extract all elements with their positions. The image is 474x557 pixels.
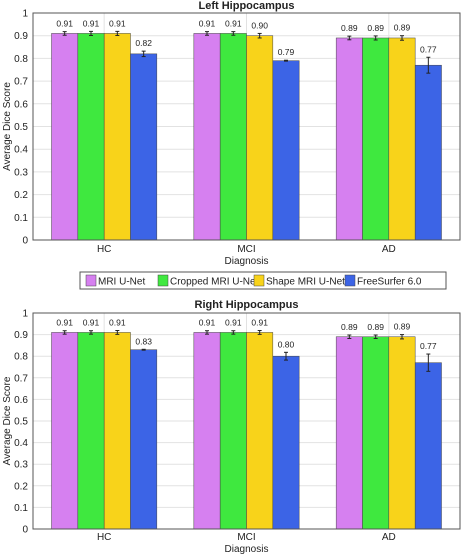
y-tick-label: 0	[22, 236, 28, 247]
y-tick-label: 0.7	[14, 77, 28, 88]
chart-title: Right Hippocampus	[195, 299, 299, 311]
data-label: 0.91	[199, 19, 216, 29]
data-label: 0.89	[341, 23, 358, 33]
y-axis-label: Average Dice Score	[2, 82, 13, 171]
x-tick-label: AD	[382, 532, 396, 543]
bar-shape-mri-u-net-mci	[246, 35, 274, 241]
data-label: 0.90	[251, 20, 268, 30]
bar-shape-mri-u-net-ad	[388, 37, 416, 241]
data-label: 0.91	[83, 318, 100, 328]
data-label: 0.89	[341, 322, 358, 332]
data-label: 0.83	[135, 336, 152, 346]
bar-cropped-mri-u-net-ad	[362, 37, 390, 241]
legend-item: MRI U-Net	[98, 277, 145, 288]
bar-mri-u-net-hc	[51, 332, 79, 530]
y-tick-label: 0.6	[14, 99, 28, 110]
y-tick-label: 0.5	[14, 122, 28, 133]
y-tick-label: 0.2	[14, 481, 28, 492]
data-label: 0.91	[251, 317, 268, 327]
bar-shape-mri-u-net-ad	[388, 336, 416, 530]
plot-frame	[32, 12, 461, 241]
y-tick-label: 0.1	[14, 213, 28, 224]
data-label: 0.79	[278, 47, 295, 57]
data-label: 0.91	[109, 317, 126, 327]
y-tick-label: 0.5	[14, 417, 28, 428]
bar-mri-u-net-mci	[193, 332, 221, 530]
data-label: 0.91	[199, 318, 216, 328]
y-tick-label: 0.8	[14, 54, 28, 65]
y-tick-label: 0.9	[14, 31, 28, 42]
bar-freesurfer-6-0-hc	[130, 53, 158, 241]
x-tick-label: AD	[382, 244, 396, 255]
legend: MRI U-Net Cropped MRI U-Net Shape MRI U-Ne…	[79, 271, 447, 290]
bar-mri-u-net-mci	[193, 33, 221, 241]
bar-freesurfer-6-0-ad	[414, 64, 442, 241]
y-tick-label: 0.9	[14, 330, 28, 341]
legend-item: Cropped MRI U-Net	[170, 277, 259, 288]
x-tick-label: HC	[97, 244, 111, 255]
y-tick-label: 0.4	[14, 438, 28, 449]
legend-item: FreeSurfer 6.0	[357, 277, 422, 288]
data-label: 0.80	[278, 339, 295, 349]
data-label: 0.91	[56, 19, 73, 29]
data-label: 0.77	[420, 44, 437, 54]
data-label: 0.91	[109, 18, 126, 28]
data-label: 0.91	[56, 318, 73, 328]
bar-cropped-mri-u-net-mci	[219, 33, 247, 241]
x-tick-label: MCI	[237, 244, 255, 255]
bar-mri-u-net-ad	[335, 37, 363, 241]
legend-swatch	[344, 274, 356, 287]
x-axis-label: Diagnosis	[225, 256, 269, 267]
y-tick-label: 0.1	[14, 503, 28, 514]
bar-freesurfer-6-0-ad	[414, 362, 442, 530]
bar-mri-u-net-hc	[51, 33, 79, 241]
data-label: 0.89	[394, 23, 411, 33]
data-label: 0.91	[225, 19, 242, 29]
chart-title: Left Hippocampus	[199, 0, 295, 12]
legend-swatch	[253, 274, 265, 287]
x-tick-label: HC	[97, 532, 111, 543]
x-tick-label: MCI	[237, 532, 255, 543]
data-label: 0.91	[83, 18, 100, 28]
x-axis-label: Diagnosis	[225, 544, 269, 555]
bar-shape-mri-u-net-hc	[103, 33, 131, 241]
data-label: 0.89	[367, 322, 384, 332]
bar-cropped-mri-u-net-mci	[219, 332, 247, 530]
y-tick-label: 0.7	[14, 373, 28, 384]
bar-cropped-mri-u-net-ad	[362, 336, 390, 530]
y-tick-label: 1	[22, 309, 28, 320]
y-tick-label: 0.3	[14, 460, 28, 471]
y-tick-label: 0.6	[14, 395, 28, 406]
legend-swatch	[85, 274, 97, 287]
legend-swatch	[157, 274, 169, 287]
y-tick-label: 0	[22, 525, 28, 536]
data-label: 0.77	[420, 341, 437, 351]
legend-item: Shape MRI U-Net	[266, 277, 345, 288]
bar-freesurfer-6-0-hc	[130, 349, 158, 530]
bar-freesurfer-6-0-mci	[272, 355, 300, 530]
plot-frame	[32, 312, 461, 530]
bar-cropped-mri-u-net-hc	[77, 332, 105, 530]
bar-shape-mri-u-net-mci	[246, 332, 274, 530]
bar-mri-u-net-ad	[335, 336, 363, 530]
data-label: 0.89	[367, 23, 384, 33]
y-tick-label: 0.2	[14, 190, 28, 201]
y-tick-label: 0.8	[14, 352, 28, 363]
y-axis-label: Average Dice Score	[2, 376, 13, 465]
y-tick-label: 1	[22, 9, 28, 20]
data-label: 0.82	[135, 38, 152, 48]
bar-cropped-mri-u-net-hc	[77, 33, 105, 241]
bar-freesurfer-6-0-mci	[272, 60, 300, 241]
data-label: 0.91	[225, 318, 242, 328]
bar-shape-mri-u-net-hc	[103, 332, 131, 530]
y-tick-label: 0.4	[14, 145, 28, 156]
y-tick-label: 0.3	[14, 167, 28, 178]
data-label: 0.89	[394, 322, 411, 332]
